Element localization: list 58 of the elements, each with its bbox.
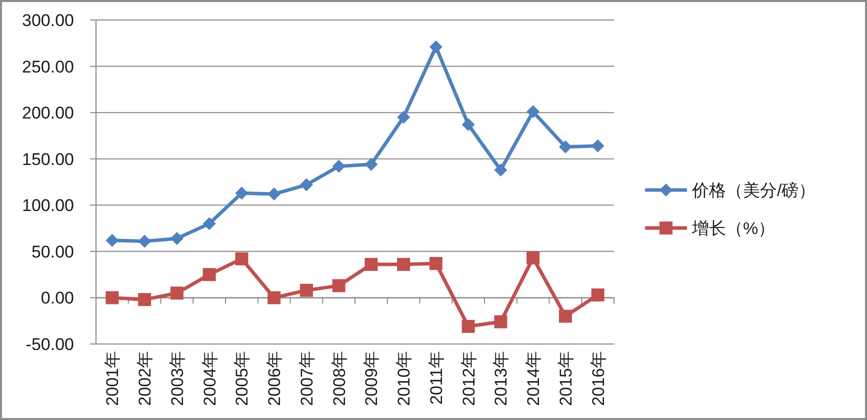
x-tick-label: 2011年 <box>426 351 446 405</box>
point <box>397 110 410 124</box>
x-tick-label: 2008年 <box>330 351 349 406</box>
point <box>268 291 281 304</box>
y-tick-label: 50.00 <box>31 242 74 262</box>
y-tick-label: -50.00 <box>26 335 74 354</box>
x-tick-label: 2002年 <box>136 351 155 406</box>
x-tick-label: 2010年 <box>394 351 414 406</box>
point <box>462 320 475 333</box>
point <box>138 234 152 248</box>
point <box>268 188 281 201</box>
point <box>429 256 442 270</box>
point <box>235 252 248 266</box>
point <box>558 310 572 323</box>
y-tick-label: 0.00 <box>40 288 74 308</box>
x-tick-label: 2006年 <box>265 351 284 406</box>
point <box>364 158 378 171</box>
x-tick-label: 2007年 <box>297 351 316 406</box>
point <box>300 284 313 297</box>
point <box>106 234 119 247</box>
y-tick-label: 250.00 <box>22 57 74 76</box>
legend-label: 价格（美分/磅） <box>691 181 816 200</box>
x-tick-label: 2001年 <box>103 351 122 406</box>
y-tick-label: 200.00 <box>22 104 74 123</box>
legend-label: 增长（%） <box>691 219 776 238</box>
point <box>494 163 508 176</box>
point <box>429 40 442 54</box>
y-tick-label: 300.00 <box>22 11 74 30</box>
point <box>170 286 184 300</box>
point <box>106 291 119 304</box>
point <box>332 279 346 292</box>
point <box>526 251 540 264</box>
point <box>138 293 152 306</box>
point <box>170 232 184 245</box>
x-tick-label: 2004年 <box>200 351 220 406</box>
x-tick-label: 2009年 <box>362 351 382 406</box>
x-tick-label: 2014年 <box>524 351 544 406</box>
point <box>591 288 604 302</box>
point <box>591 139 604 152</box>
x-tick-label: 2016年 <box>588 351 608 406</box>
point <box>300 178 313 192</box>
point <box>202 268 216 282</box>
y-tick-label: 100.00 <box>22 196 74 216</box>
point <box>332 160 346 173</box>
point <box>558 140 572 154</box>
x-tick-label: 2003年 <box>168 351 187 406</box>
x-tick-label: 2013年 <box>492 351 511 406</box>
y-tick-label: 150.00 <box>22 150 74 169</box>
point <box>462 118 475 132</box>
point <box>364 258 378 271</box>
x-tick-label: 2005年 <box>232 351 252 406</box>
x-tick-label: 2015年 <box>556 351 576 406</box>
point <box>202 217 216 230</box>
point <box>526 105 540 118</box>
x-tick-label: 2012年 <box>459 351 478 406</box>
point <box>494 315 508 328</box>
point <box>235 186 248 200</box>
point <box>397 258 410 271</box>
